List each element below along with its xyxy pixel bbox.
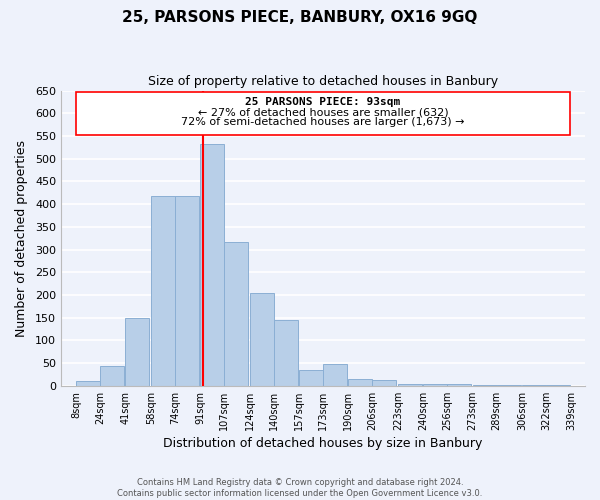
FancyBboxPatch shape <box>76 92 570 135</box>
Bar <box>200 144 224 386</box>
Bar <box>299 370 323 386</box>
Bar <box>473 385 497 386</box>
Bar <box>349 379 373 386</box>
Bar <box>175 196 199 386</box>
Text: 72% of semi-detached houses are larger (1,673) →: 72% of semi-detached houses are larger (… <box>181 118 465 128</box>
Title: Size of property relative to detached houses in Banbury: Size of property relative to detached ho… <box>148 75 498 88</box>
Bar <box>423 384 447 386</box>
X-axis label: Distribution of detached houses by size in Banbury: Distribution of detached houses by size … <box>163 437 482 450</box>
Bar <box>447 384 471 386</box>
Text: Contains HM Land Registry data © Crown copyright and database right 2024.
Contai: Contains HM Land Registry data © Crown c… <box>118 478 482 498</box>
Text: 25, PARSONS PIECE, BANBURY, OX16 9GQ: 25, PARSONS PIECE, BANBURY, OX16 9GQ <box>122 10 478 25</box>
Bar <box>76 382 100 386</box>
Bar <box>125 318 149 386</box>
Bar <box>224 242 248 386</box>
Text: 25 PARSONS PIECE: 93sqm: 25 PARSONS PIECE: 93sqm <box>245 98 401 108</box>
Bar <box>100 366 124 386</box>
Text: ← 27% of detached houses are smaller (632): ← 27% of detached houses are smaller (63… <box>197 108 448 118</box>
Bar <box>151 196 175 386</box>
Bar <box>274 320 298 386</box>
Bar <box>398 384 422 386</box>
Bar <box>373 380 397 386</box>
Bar <box>250 292 274 386</box>
Y-axis label: Number of detached properties: Number of detached properties <box>15 140 28 336</box>
Bar <box>323 364 347 386</box>
